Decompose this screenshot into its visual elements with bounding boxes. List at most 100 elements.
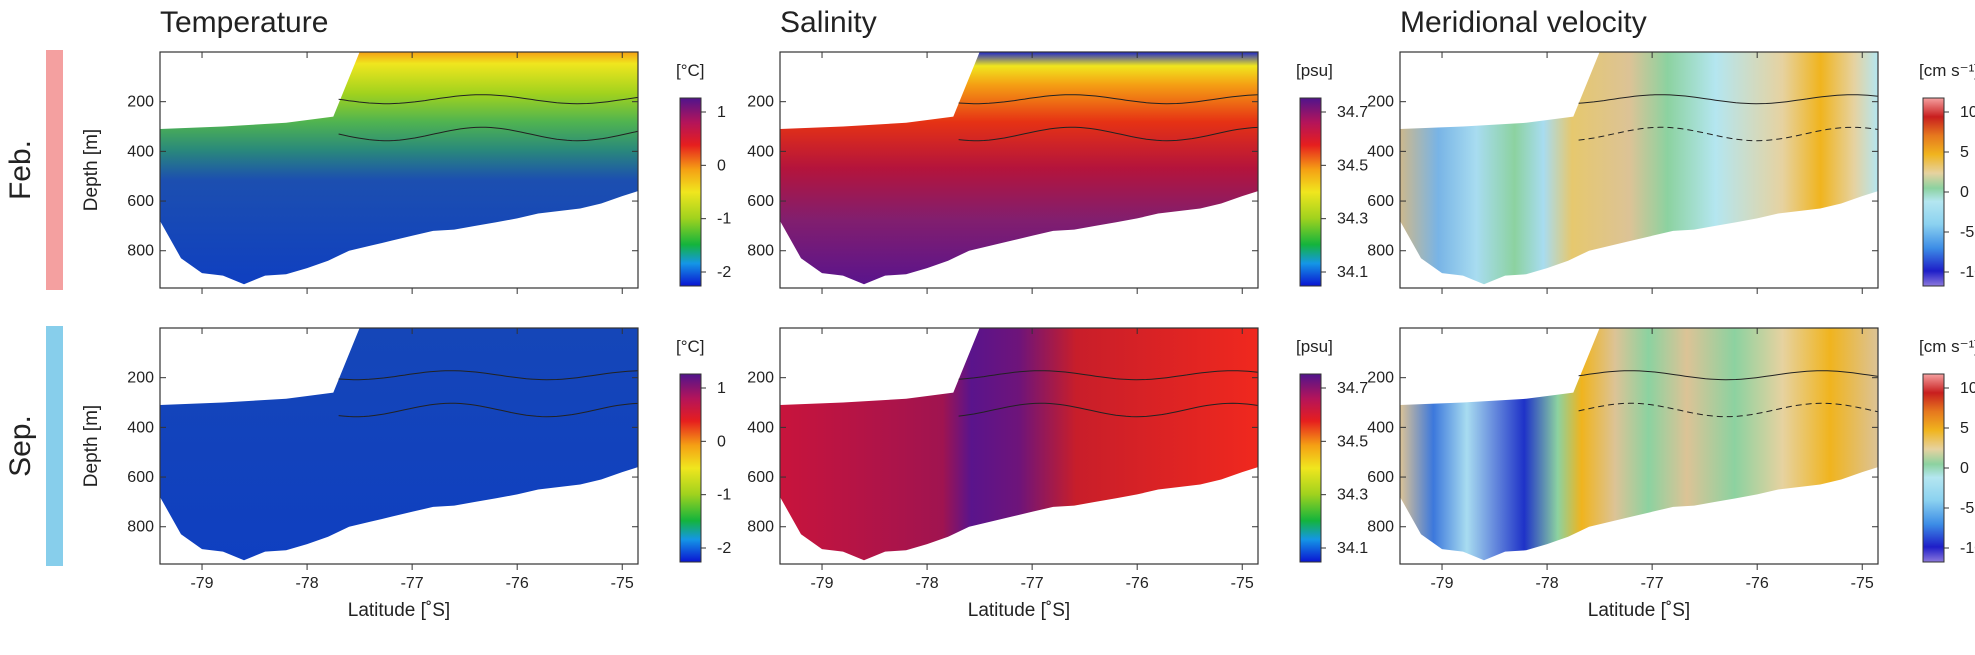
colorbar-ramp [679,97,702,287]
colorbar-unit: [°C] [676,337,705,356]
row-bar-sep [46,326,63,566]
colorbar-ramp [1299,373,1322,563]
colorbar-tick-label: 34.7 [1337,104,1368,121]
colorbar-tick-label: 1 [717,104,726,121]
panel-vel-sep: 200 400 600 800 -79 -78 -77 -76 -75 Latitude [˚S]… [1367,327,1975,621]
colorbar-ramp [679,373,702,563]
y-tick-label: 400 [127,419,154,436]
plot-frame [1399,327,1879,565]
contour-line [338,402,639,418]
colorbar-tick-label: -2 [717,264,731,281]
colorbar-tick-label: 34.1 [1337,540,1368,557]
colorbar-tick-label: 5 [1960,420,1969,437]
y-tick-label: 800 [1367,519,1394,536]
panel-temp-feb: 200 400 600 800 Depth [m] [°C] 1 0 -1 -2 [81,51,731,294]
colorbar-ramp [1922,373,1945,563]
x-tick-label: -76 [506,575,529,592]
colorbar-tick-label: 0 [1960,460,1969,477]
y-tick-label: 400 [747,143,774,160]
x-tick-label: -75 [611,575,634,592]
colorbar-unit: [psu] [1296,337,1333,356]
y-tick-label: 400 [747,419,774,436]
colorbar-unit: [cm s⁻¹] [1919,337,1975,356]
colorbar-unit: [°C] [676,61,705,80]
colorbar-tick-label: 10 [1960,104,1975,121]
y-tick-label: 800 [127,243,154,260]
y-tick-label: 200 [747,370,774,387]
contour-line [1578,402,1879,418]
x-axis-label: Latitude [˚S] [1588,600,1690,621]
y-tick-label: 200 [1367,94,1394,111]
y-tick-label: 800 [747,519,774,536]
x-tick-label: -79 [190,575,213,592]
y-tick-label: 400 [1367,143,1394,160]
y-tick-label: 800 [127,519,154,536]
colorbar-vel-sep: [cm s⁻¹] 10 5 0 -5 -10 [1919,337,1975,563]
y-tick-label: 600 [747,193,774,210]
colorbar-unit: [cm s⁻¹] [1919,61,1975,80]
plot-frame [779,51,1259,289]
colorbar-tick-label: -10 [1960,264,1975,281]
column-title-temp: Temperature [160,6,328,39]
y-tick-label: 600 [127,469,154,486]
y-tick-label: 200 [1367,370,1394,387]
colorbar-tick-label: -10 [1960,540,1975,557]
x-tick-label: -75 [1231,575,1254,592]
colorbar-tick-label: -1 [717,487,731,504]
contour-line [958,126,1259,142]
column-title-sal: Salinity [780,6,877,39]
row-label-sep: Sep. [4,415,37,477]
x-tick-label: -77 [1021,575,1044,592]
colorbar-tick-label: -2 [717,540,731,557]
contour-line [338,370,639,381]
panel-vel-feb: 200 400 600 800 [cm s⁻¹] 10 5 0 -5 -10 [1367,51,1975,294]
water-column-field [1400,328,1878,561]
contour-line [338,126,639,142]
y-tick-label: 600 [1367,193,1394,210]
y-axis-label: Depth [m] [81,129,102,211]
y-tick-label: 200 [127,94,154,111]
contour-line [1578,94,1879,105]
colorbar-temp-feb: [°C] 1 0 -1 -2 [676,61,731,287]
water-column-field [1400,52,1878,285]
contour-line [338,94,639,105]
plot-frame [1399,51,1879,289]
row-label-feb: Feb. [4,140,37,200]
plot-frame [159,51,639,289]
panel-sal-feb: 200 400 600 800 [psu] 34.7 34.5 34.3 34.1 [747,51,1368,294]
x-tick-label: -75 [1851,575,1874,592]
y-tick-label: 600 [127,193,154,210]
water-column-field [780,52,1258,285]
y-tick-label: 600 [747,469,774,486]
contour-line [1578,370,1879,381]
plot-frame [779,327,1259,565]
panel-sal-sep: 200 400 600 800 -79 -78 -77 -76 -75 Latitude [˚S]… [747,327,1368,621]
colorbar-unit: [psu] [1296,61,1333,80]
contour-line [1578,126,1879,142]
x-tick-label: -76 [1746,575,1769,592]
colorbar-tick-label: 34.5 [1337,157,1368,174]
y-tick-label: 800 [1367,243,1394,260]
x-tick-label: -79 [810,575,833,592]
x-axis-label: Latitude [˚S] [968,600,1070,621]
colorbar-tick-label: 10 [1960,380,1975,397]
plot-frame [159,327,639,565]
y-axis-label: Depth [m] [81,405,102,487]
colorbar-tick-label: -5 [1960,500,1974,517]
x-tick-label: -76 [1126,575,1149,592]
colorbar-ramp [1299,97,1322,287]
contour-line [958,402,1259,418]
y-tick-label: 600 [1367,469,1394,486]
x-tick-label: -79 [1430,575,1453,592]
water-column-field [160,328,638,561]
colorbar-tick-label: 34.3 [1337,211,1368,228]
colorbar-tick-label: 34.7 [1337,380,1368,397]
colorbar-vel-feb: [cm s⁻¹] 10 5 0 -5 -10 [1919,61,1975,287]
row-bar-feb [46,50,63,290]
column-title-vel: Meridional velocity [1400,6,1647,39]
panel-temp-sep: 200 400 600 800 -79 -78 -77 -76 -75 Depth [m] Lati… [81,327,731,621]
y-tick-label: 200 [127,370,154,387]
x-tick-label: -78 [1536,575,1559,592]
colorbar-sal-sep: [psu] 34.7 34.5 34.3 34.1 [1296,337,1368,563]
